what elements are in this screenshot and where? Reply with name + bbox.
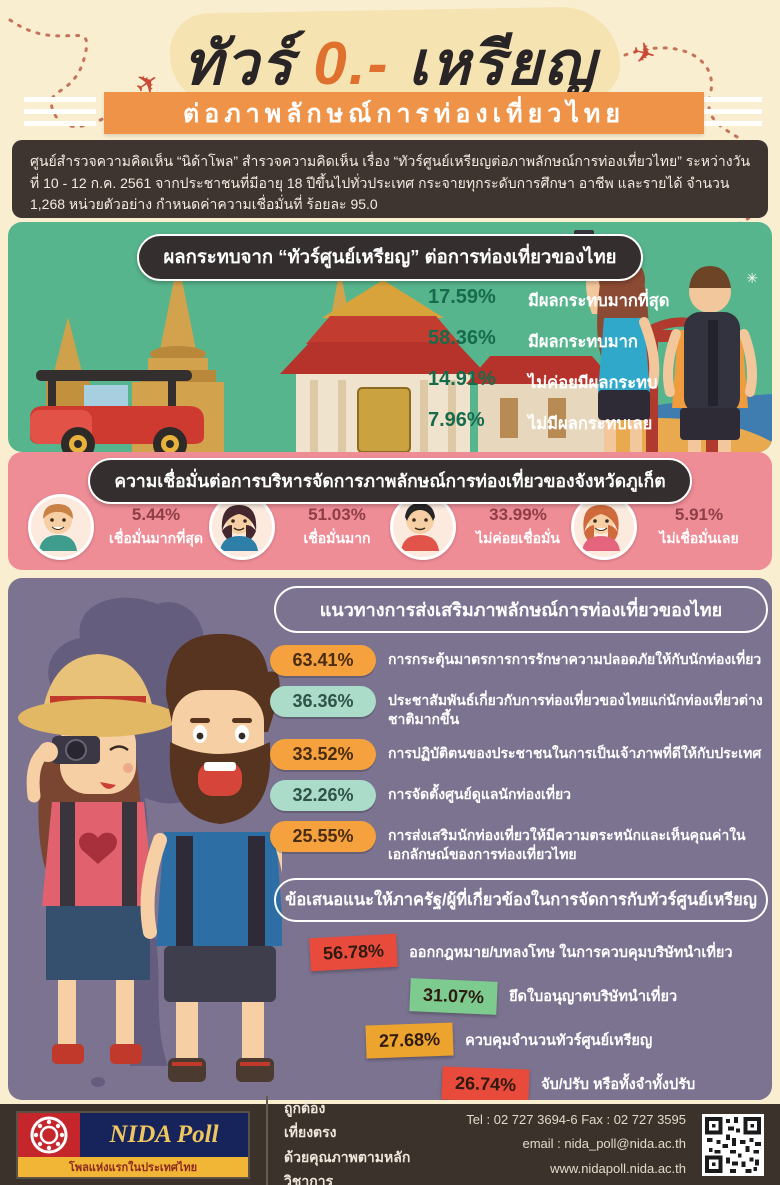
confidence-text: 51.03% เชื่อมั่นมาก — [284, 505, 390, 550]
footer-contact: Tel : 02 727 3694-6 Fax : 02 727 3595 em… — [466, 1108, 686, 1180]
dashed-trail-left — [8, 18, 137, 128]
footer-value-line: ด้วยคุณภาพตามหลักวิชาการ — [284, 1148, 411, 1185]
impact-stat-row: 7.96% ไม่มีผลกระทบเลย — [428, 409, 670, 437]
title-highlight: 0.- — [313, 30, 390, 97]
impact-stats-list: 17.59% มีผลกระทบมากที่สุด 58.36% มีผลกระ… — [428, 286, 670, 450]
stat-label: เชื่อมั่นมากที่สุด — [109, 529, 203, 546]
confidence-item: 5.44% เชื่อมั่นมากที่สุด — [28, 494, 209, 560]
impact-stat-row: 17.59% มีผลกระทบมากที่สุด — [428, 286, 670, 314]
suggestion-row: 31.07% ยึดใบอนุญาตบริษัทนำเที่ยว — [270, 977, 772, 1015]
stat-percentage: 17.59% — [428, 286, 496, 308]
stat-percentage-tag: 26.74% — [441, 1066, 530, 1100]
confidence-section: ความเชื่อมั่นต่อการบริหารจัดการภาพลักษณ์… — [8, 452, 772, 570]
avatar-man-red — [390, 494, 456, 560]
stat-label: ยึดใบอนุญาตบริษัทนำเที่ยว — [509, 988, 678, 1005]
impact-section-title: ผลกระทบจาก “ทัวร์ศูนย์เหรียญ” ต่อการท่อง… — [137, 234, 643, 281]
banner-stripes-left — [24, 97, 96, 129]
stat-label: ไม่มีผลกระทบเลย — [528, 415, 653, 433]
stat-percentage: 58.36% — [428, 327, 496, 349]
page-title: ทัวร์ 0.- เหรียญ — [0, 16, 780, 111]
stat-percentage-pill: 36.36% — [270, 686, 376, 717]
stat-percentage: 14.91% — [428, 368, 496, 390]
stat-percentage-tag: 27.68% — [365, 1022, 454, 1059]
title-suffix: เหรียญ — [408, 30, 597, 97]
stat-label: การกระตุ้นมาตรการการรักษาความปลอดภัยให้ก… — [388, 651, 762, 667]
stat-percentage-pill: 63.41% — [270, 645, 376, 676]
impact-stat-row: 58.36% มีผลกระทบมาก — [428, 327, 670, 355]
sparkle-icon: ✳ — [746, 270, 758, 286]
avatar-man-green — [28, 494, 94, 560]
stat-label: ออกกฎหมาย/บทลงโทษ ในการควบคุมบริษัทนำเที… — [409, 944, 733, 961]
impact-section: ✳ ผลกระทบจาก “ทัวร์ศูนย์เหรียญ” ต่อการท่… — [8, 222, 772, 452]
suggestions-section-title: ข้อเสนอแนะให้ภาครัฐ/ผู้ที่เกี่ยวข้องในกา… — [274, 877, 768, 922]
title-prefix: ทัวร์ — [183, 30, 295, 97]
confidence-text: 5.91% ไม่เชื่อมั่นเลย — [646, 505, 752, 550]
stat-label: จับ/ปรับ หรือทั้งจำทั้งปรับ — [541, 1076, 696, 1093]
confidence-text: 33.99% ไม่ค่อยเชื่อมั่น — [465, 505, 571, 550]
stat-label: การส่งเสริมนักท่องเที่ยวให้มีความตระหนัก… — [388, 826, 746, 862]
guidelines-section: แนวทางการส่งเสริมภาพลักษณ์การท่องเที่ยวข… — [8, 578, 772, 1100]
stat-label: เชื่อมั่นมาก — [303, 529, 371, 546]
stat-percentage: 5.91% — [674, 504, 724, 524]
impact-stat-row: 14.91% ไม่ค่อยมีผลกระทบ — [428, 368, 670, 396]
stat-label: ประชาสัมพันธ์เกี่ยวกับการท่องเที่ยวของไท… — [388, 692, 763, 727]
stat-percentage-pill: 25.55% — [270, 820, 376, 852]
guidelines-content: แนวทางการส่งเสริมภาพลักษณ์การท่องเที่ยวข… — [270, 586, 772, 1100]
survey-methodology-note: ศูนย์สำรวจความคิดเห็น “นิด้าโพล” สำรวจคว… — [12, 140, 768, 218]
logo-tagline: โพลแห่งแรกในประเทศไทย — [18, 1156, 248, 1177]
avatar-woman-orange — [571, 494, 637, 560]
guidelines-section-title: แนวทางการส่งเสริมภาพลักษณ์การท่องเที่ยวข… — [274, 586, 768, 633]
footer-phone: Tel : 02 727 3694-6 Fax : 02 727 3595 — [466, 1112, 686, 1128]
stat-label: ไม่ค่อยเชื่อมั่น — [476, 529, 560, 546]
confidence-text: 5.44% เชื่อมั่นมากที่สุด — [103, 505, 209, 550]
guideline-row: 33.52% การปฏิบัติตนของประชาชนในการเป็นเจ… — [270, 738, 772, 770]
confidence-item: 51.03% เชื่อมั่นมาก — [209, 494, 390, 560]
stat-percentage: 7.96% — [428, 409, 485, 431]
stat-percentage-tag: 31.07% — [409, 977, 498, 1015]
couple-illustration — [18, 633, 282, 1082]
subtitle-banner: ต่อภาพลักษณ์การท่องเที่ยวไทย — [104, 92, 704, 134]
confidence-items: 5.44% เชื่อมั่นมากที่สุด 51.03% — [8, 494, 772, 560]
stat-label: ไม่เชื่อมั่นเลย — [659, 529, 739, 546]
logo-text: NIDA Poll — [80, 1112, 248, 1157]
stat-label: มีผลกระทบมาก — [528, 333, 638, 351]
avatar-woman-dark — [209, 494, 275, 560]
stat-label: ไม่ค่อยมีผลกระทบ — [528, 374, 658, 392]
stat-percentage-tag: 56.78% — [309, 933, 398, 971]
nida-poll-logo: NIDA Poll โพลแห่งแรกในประเทศไทย — [16, 1110, 250, 1179]
stat-percentage-pill: 33.52% — [270, 738, 376, 770]
stat-percentage-pill: 32.26% — [270, 779, 376, 811]
stat-percentage: 5.44% — [131, 504, 181, 524]
stat-label: มีผลกระทบมากที่สุด — [528, 292, 670, 310]
nida-emblem-icon — [18, 1112, 80, 1157]
confidence-item: 33.99% ไม่ค่อยเชื่อมั่น — [390, 494, 571, 560]
footer: NIDA Poll โพลแห่งแรกในประเทศไทย ถูกต้อง … — [0, 1095, 780, 1185]
footer-website: www.nidapoll.nida.ac.th — [550, 1160, 686, 1176]
stat-label: การจัดตั้งศูนย์ดูแลนักท่องเที่ยว — [388, 785, 572, 802]
confidence-item: 5.91% ไม่เชื่อมั่นเลย — [571, 494, 752, 560]
footer-values: ถูกต้อง เที่ยงตรง ด้วยคุณภาพตามหลักวิชาก… — [266, 1095, 450, 1185]
footer-value-line: ถูกต้อง — [284, 1099, 326, 1116]
guideline-row: 32.26% การจัดตั้งศูนย์ดูแลนักท่องเที่ยว — [270, 779, 772, 811]
guideline-row: 25.55% การส่งเสริมนักท่องเที่ยวให้มีความ… — [270, 820, 772, 864]
stat-percentage: 51.03% — [308, 504, 366, 524]
stat-label: ควบคุมจำนวนทัวร์ศูนย์เหรียญ — [465, 1032, 653, 1049]
guideline-row: 63.41% การกระตุ้นมาตรการการรักษาความปลอด… — [270, 645, 772, 676]
footer-email: email : nida_poll@nida.ac.th — [522, 1136, 686, 1152]
qr-code — [702, 1113, 764, 1176]
suggestion-row: 27.68% ควบคุมจำนวนทัวร์ศูนย์เหรียญ — [270, 1022, 772, 1059]
stat-label: การปฏิบัติตนของประชาชนในการเป็นเจ้าภาพที… — [388, 744, 762, 761]
confidence-section-title: ความเชื่อมั่นต่อการบริหารจัดการภาพลักษณ์… — [88, 458, 692, 504]
suggestion-row: 26.74% จับ/ปรับ หรือทั้งจำทั้งปรับ — [270, 1066, 772, 1100]
footer-value-line: เที่ยงตรง — [284, 1124, 337, 1140]
stat-percentage: 33.99% — [489, 504, 547, 524]
guideline-row: 36.36% ประชาสัมพันธ์เกี่ยวกับการท่องเที่… — [270, 686, 772, 729]
suggestion-row: 56.78% ออกกฎหมาย/บทลงโทษ ในการควบคุมบริษ… — [270, 933, 772, 971]
